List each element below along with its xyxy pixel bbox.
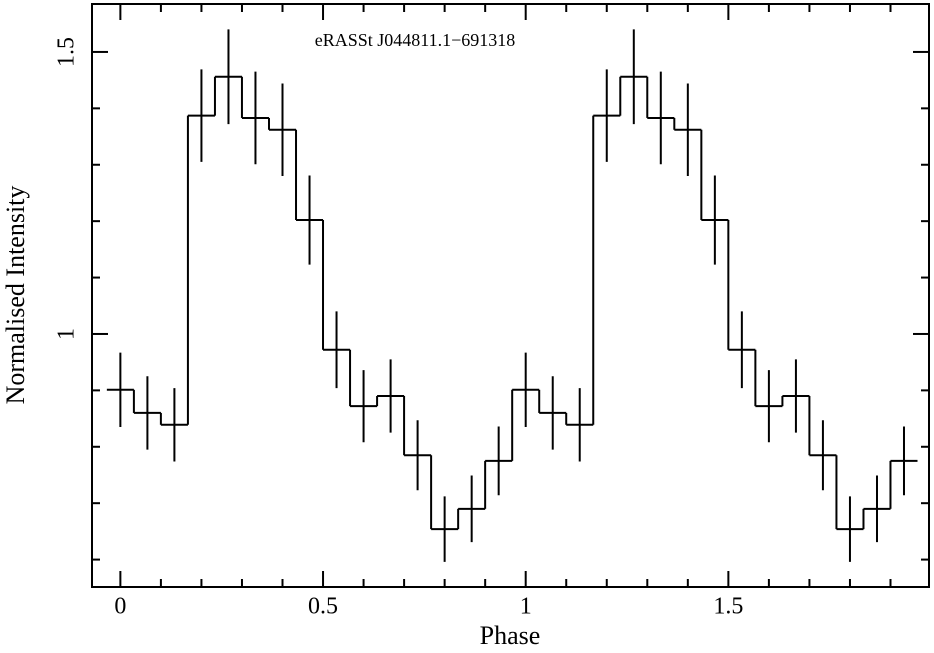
x-tick-label: 1.5 [713, 594, 743, 620]
x-tick-label: 0 [114, 594, 126, 620]
x-tick-label: 0.5 [308, 594, 338, 620]
annotation: eRASSt J044811.1−691318 [315, 30, 516, 50]
x-axis-label: Phase [480, 621, 541, 650]
y-tick-label: 1.5 [54, 37, 80, 67]
x-tick-label: 1 [520, 594, 532, 620]
plot-frame [91, 3, 930, 588]
y-tick-label: 1 [54, 328, 80, 340]
y-axis-label: Normalised Intensity [1, 186, 30, 405]
